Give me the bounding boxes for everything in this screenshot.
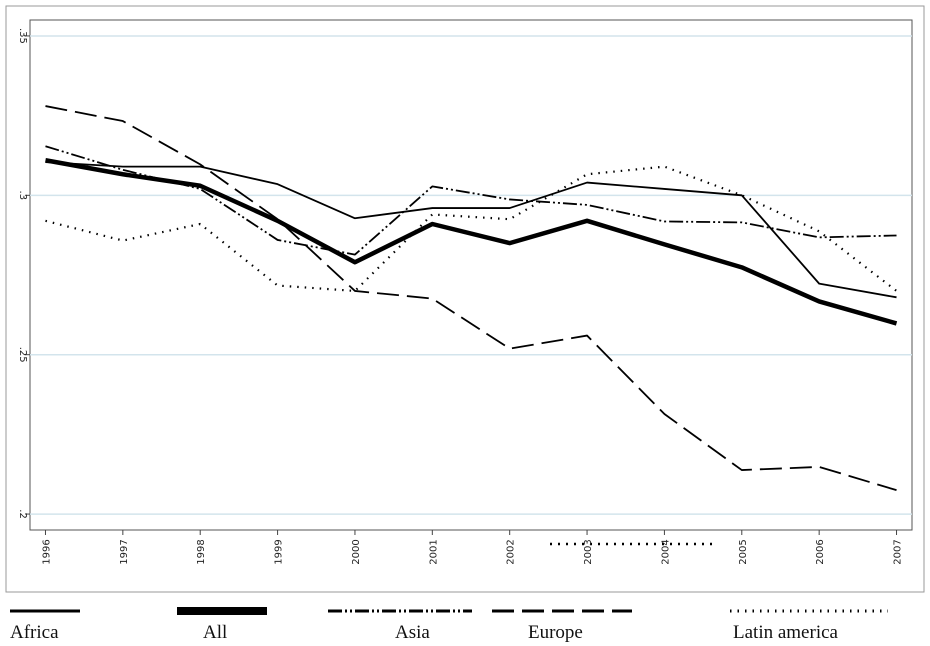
x-tick-label: 2000: [351, 539, 362, 564]
y-tick-label: .25: [17, 347, 28, 363]
x-tick-label: 1997: [119, 539, 130, 564]
legend-label: All: [203, 622, 227, 643]
plot-area: [29, 19, 913, 531]
y-tick-label: .3: [17, 191, 28, 201]
x-tick-label: 2006: [815, 539, 826, 564]
legend-label: Europe: [528, 622, 583, 643]
y-tick-label: .2: [17, 509, 28, 519]
legend-label: Latin america: [733, 622, 839, 643]
x-tick-label: 2001: [428, 539, 439, 564]
x-tick-label: 2004: [660, 539, 671, 564]
x-tick-label: 1999: [274, 539, 285, 564]
legend-label: Africa: [10, 622, 59, 643]
x-tick-label: 2005: [738, 539, 749, 564]
legend-label: Asia: [395, 622, 430, 643]
series-line: [45, 145, 897, 256]
y-tick-label: .35: [17, 28, 28, 44]
series-line: [45, 161, 897, 299]
x-tick-label: 2003: [583, 539, 594, 564]
x-tick-label: 2002: [506, 539, 517, 564]
series-line: [45, 158, 898, 326]
series-line: [45, 105, 897, 492]
x-tick-label: 1998: [196, 539, 207, 564]
x-tick-label: 2007: [893, 539, 904, 564]
x-tick-label: 1996: [41, 539, 52, 564]
